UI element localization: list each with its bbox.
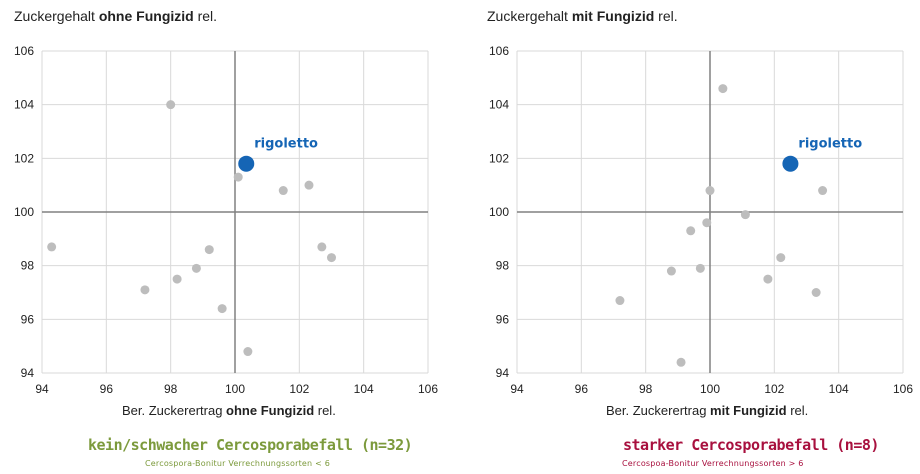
highlight-label: rigoletto xyxy=(254,137,318,152)
data-point xyxy=(243,347,253,357)
x-tick-label: 98 xyxy=(164,382,178,396)
y-tick-label: 100 xyxy=(14,205,34,219)
x-tick-label: 104 xyxy=(354,382,374,396)
x-tick-label: 94 xyxy=(35,382,49,396)
infestation-subheading: Cercospora-Bonitur Verrechnungssorten < … xyxy=(145,459,331,468)
y-tick-label: 104 xyxy=(14,98,34,112)
data-point xyxy=(304,180,314,190)
y-tick-label: 94 xyxy=(21,366,35,380)
data-point xyxy=(818,186,828,196)
y-tick-label: 102 xyxy=(14,151,34,165)
data-point xyxy=(615,296,625,306)
x-tick-label: 94 xyxy=(510,382,524,396)
y-tick-label: 106 xyxy=(14,44,34,58)
y-tick-label: 96 xyxy=(21,312,35,326)
scatter-chart-left: 94 96 98 100 102 104 106 94 96 98 100 102 104 106 rigo… xyxy=(14,44,438,396)
data-point xyxy=(740,210,750,220)
infestation-subheading: Cercospoa-Bonitur Verrechnungssorten > 6 xyxy=(622,459,804,468)
x-tick-label: 102 xyxy=(289,382,309,396)
chart-title: Zuckergehalt mit Fungizid rel. xyxy=(487,8,678,24)
data-point xyxy=(702,218,712,228)
infestation-heading: starker Cercosporabefall (n=8) xyxy=(623,436,879,454)
y-tick-label: 106 xyxy=(489,44,509,58)
x-tick-label: 100 xyxy=(225,382,245,396)
data-point xyxy=(776,253,786,263)
data-point xyxy=(233,172,243,182)
data-point xyxy=(666,266,676,276)
chart-title: Zuckergehalt ohne Fungizid rel. xyxy=(14,8,218,24)
y-tick-label: 96 xyxy=(496,312,510,326)
y-tick-label: 98 xyxy=(21,259,35,273)
data-point xyxy=(172,274,182,284)
scatter-chart-right: 94 96 98 100 102 104 106 94 96 98 100 102 104 106 rigo… xyxy=(489,44,913,396)
data-point xyxy=(217,304,227,314)
data-point xyxy=(763,274,773,284)
y-tick-label: 98 xyxy=(496,259,510,273)
highlight-point xyxy=(238,155,255,172)
x-axis-label: Ber. Zuckerertrag ohne Fungizid rel. xyxy=(122,403,336,418)
x-tick-label: 106 xyxy=(893,382,913,396)
x-tick-label: 96 xyxy=(100,382,114,396)
y-tick-label: 102 xyxy=(489,151,509,165)
data-point xyxy=(686,226,696,236)
data-point xyxy=(695,263,705,273)
x-axis-label: Ber. Zuckerertrag mit Fungizid rel. xyxy=(606,403,809,418)
y-tick-label: 104 xyxy=(489,98,509,112)
highlight-point xyxy=(782,155,799,172)
data-point xyxy=(811,288,821,297)
data-point xyxy=(278,186,288,196)
chart-panel-left: Zuckergehalt ohne Fungizid rel. 94 96 98 10… xyxy=(14,8,438,468)
chart-panel-right: Zuckergehalt mit Fungizid rel. 94 96 98 100… xyxy=(460,0,920,474)
y-tick-label: 94 xyxy=(496,366,510,380)
data-point xyxy=(317,242,327,252)
highlight-label: rigoletto xyxy=(798,137,862,152)
x-tick-label: 96 xyxy=(575,382,589,396)
x-tick-label: 104 xyxy=(829,382,849,396)
data-point xyxy=(204,245,214,255)
data-point xyxy=(47,242,57,252)
x-tick-label: 102 xyxy=(764,382,784,396)
data-point xyxy=(191,263,201,273)
infestation-heading: kein/schwacher Cercosporabefall (n=32) xyxy=(88,436,413,454)
data-point xyxy=(166,100,176,110)
x-tick-label: 100 xyxy=(700,382,720,396)
data-point xyxy=(705,186,715,196)
data-point xyxy=(327,253,336,263)
x-tick-label: 106 xyxy=(418,382,438,396)
data-point xyxy=(140,285,150,295)
x-tick-label: 98 xyxy=(639,382,653,396)
data-point xyxy=(718,84,728,94)
y-tick-label: 100 xyxy=(489,205,509,219)
data-point xyxy=(676,357,686,367)
